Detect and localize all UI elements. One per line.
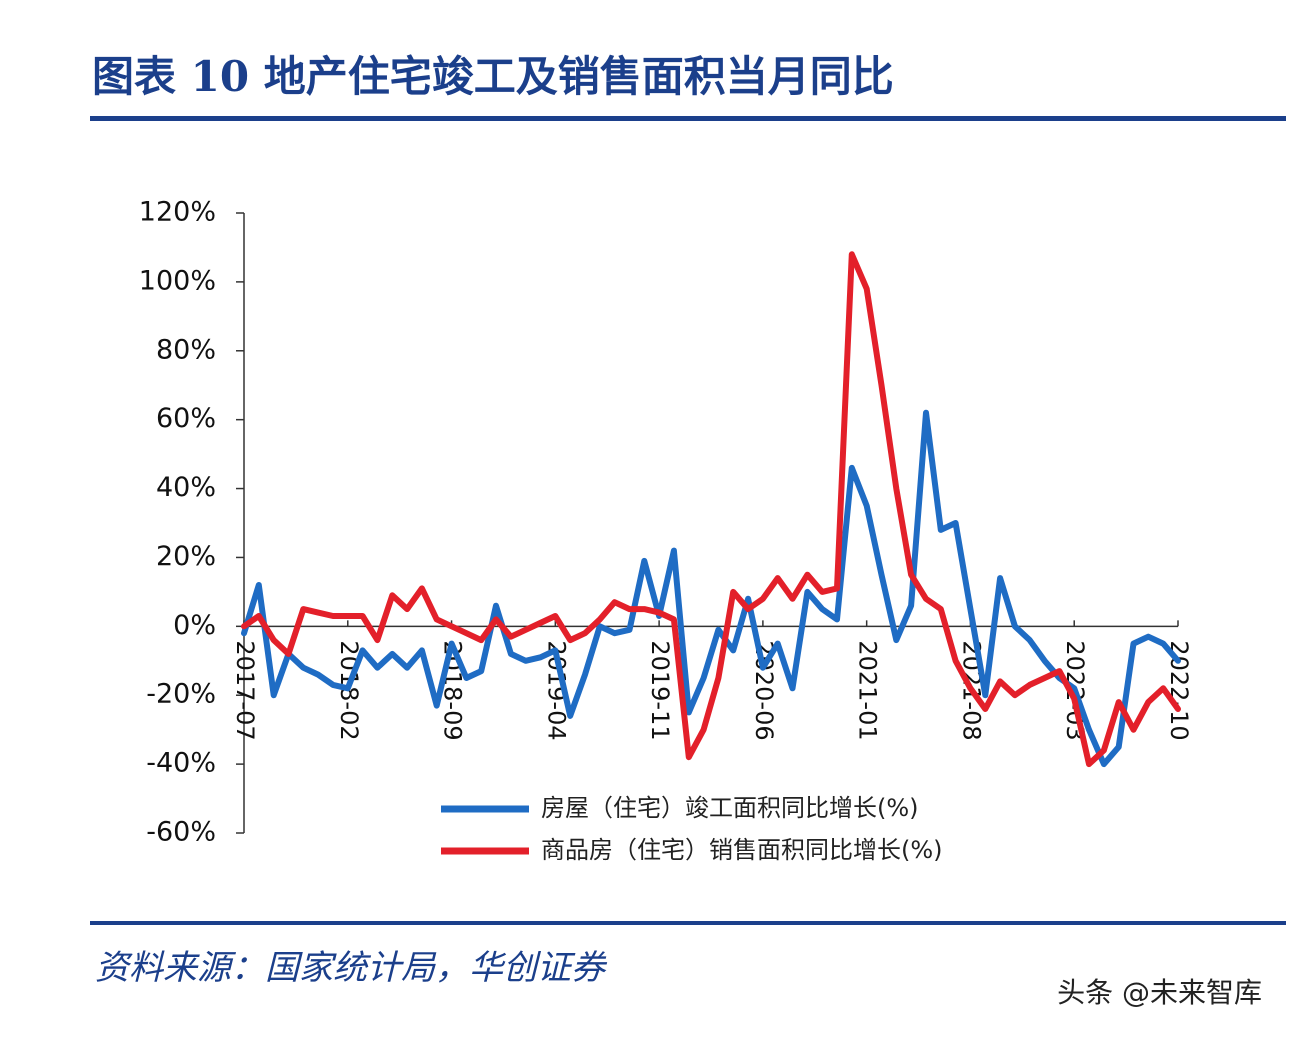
y-tick-label: 80% (156, 334, 216, 365)
y-tick-label: 100% (139, 265, 216, 296)
x-tick-label: 2020-06 (750, 640, 778, 740)
y-tick-label: 0% (173, 610, 216, 641)
y-tick-label: -40% (146, 748, 216, 779)
y-tick-label: 20% (156, 541, 216, 572)
legend-label: 商品房（住宅）销售面积同比增长(%) (541, 836, 943, 864)
x-tick-label: 2019-11 (646, 640, 674, 740)
plot: -60% -40% -20% 0% 20% 40% 60% 80% 100% 120% 2017-0… (139, 197, 1193, 865)
title-rule (90, 116, 1286, 121)
source-note: 资料来源：国家统计局，华创证券 (95, 948, 608, 988)
y-tick-label: 40% (156, 472, 216, 503)
watermark: 头条 @未来智库 (1057, 976, 1262, 1009)
figure-title: 图表 10 地产住宅竣工及销售面积当月同比 (92, 52, 894, 101)
footer-rule (90, 921, 1286, 925)
y-tick-label: 120% (139, 197, 216, 228)
series-line (241, 251, 1181, 768)
y-tick-label: -20% (146, 679, 216, 710)
y-tick-label: 60% (156, 403, 216, 434)
x-tick-label: 2021-01 (854, 640, 882, 740)
x-tick-label: 2017-07 (231, 640, 259, 740)
x-tick-label: 2022-10 (1165, 640, 1193, 740)
series-line (241, 409, 1181, 768)
legend-label: 房屋（住宅）竣工面积同比增长(%) (541, 794, 919, 822)
y-tick-label: -60% (146, 817, 216, 848)
